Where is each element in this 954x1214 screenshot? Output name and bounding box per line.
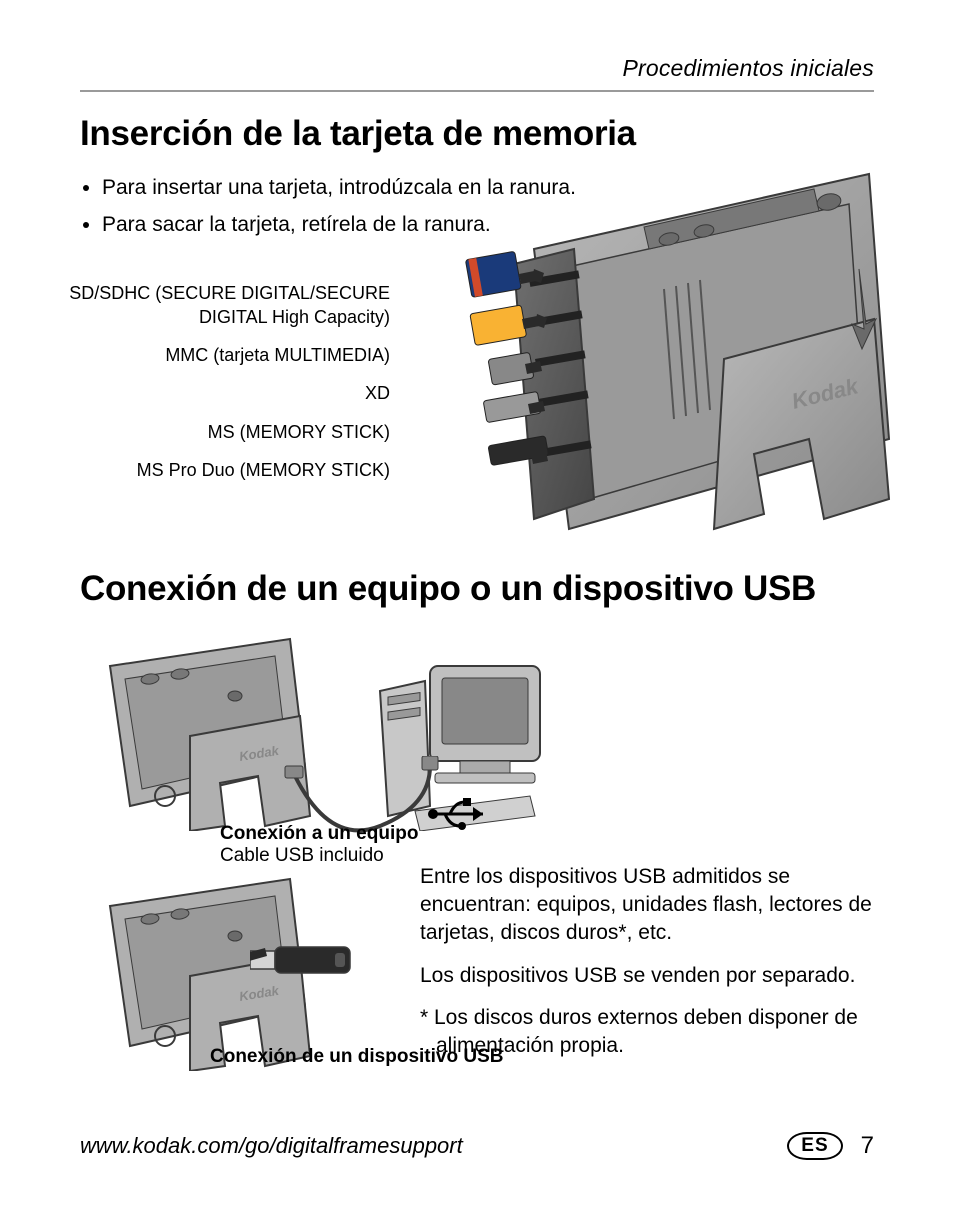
- label-ms: MS (MEMORY STICK): [50, 420, 390, 444]
- caption-connect-computer: Conexión a un equipo Cable USB incluido: [220, 823, 418, 867]
- language-badge: ES: [787, 1132, 842, 1160]
- frame-rear-illustration: Kodak: [414, 159, 904, 559]
- section2-body-text: Entre los dispositivos USB admitidos se …: [420, 863, 890, 1075]
- label-mmc: MMC (tarjeta MULTIMEDIA): [50, 343, 390, 367]
- page-footer: www.kodak.com/go/digitalframesupport ES …: [80, 1132, 874, 1160]
- label-xd: XD: [50, 381, 390, 405]
- label-sd: SD/SDHC (SECURE DIGITAL/SECURE DIGITAL H…: [50, 281, 390, 330]
- header-divider: [80, 90, 874, 92]
- body-p3: * Los discos duros externos deben dispon…: [420, 1004, 890, 1061]
- body-p1: Entre los dispositivos USB admitidos se …: [420, 863, 890, 948]
- section1-title: Inserción de la tarjeta de memoria: [80, 114, 874, 154]
- label-mspro: MS Pro Duo (MEMORY STICK): [50, 458, 390, 482]
- section2-title: Conexión de un equipo o un dispositivo U…: [80, 569, 874, 609]
- caption-bold: Conexión a un equipo: [220, 823, 418, 844]
- caption-sub: Cable USB incluido: [220, 845, 384, 866]
- body-p2: Los dispositivos USB se venden por separ…: [420, 962, 890, 990]
- usb-drive-illustration: [250, 943, 360, 978]
- card-type-labels: SD/SDHC (SECURE DIGITAL/SECURE DIGITAL H…: [50, 281, 390, 497]
- usb-symbol-icon: [425, 796, 495, 831]
- page-header: Procedimientos iniciales: [80, 55, 874, 82]
- page-number: 7: [861, 1132, 874, 1160]
- footer-url: www.kodak.com/go/digitalframesupport: [80, 1133, 463, 1159]
